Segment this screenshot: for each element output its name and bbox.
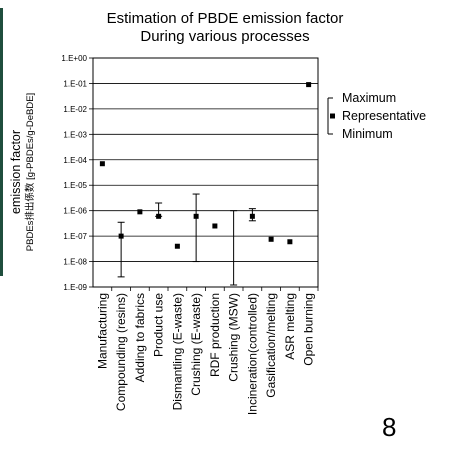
- y-tick-label: 1.E-06: [63, 207, 87, 216]
- x-axis: Manufacturing Compounding (resins) Adding …: [95, 287, 319, 415]
- representative-point: [118, 233, 124, 239]
- x-tick-label: Compounding (resins): [114, 293, 128, 411]
- representative-point: [156, 213, 162, 219]
- representative-point: [137, 209, 143, 215]
- x-tick-label: ASR melting: [283, 293, 297, 360]
- representative-point: [193, 213, 199, 219]
- y-axis-sublabel: PBDEs排出係数 [g-PBDEs/g-DeBDE]: [24, 93, 36, 251]
- representative-point: [268, 236, 274, 242]
- y-tick-label: 1.E+00: [61, 54, 87, 63]
- x-tick-label: Adding to fabrics: [133, 293, 147, 382]
- representative-point: [249, 213, 255, 219]
- x-tick-label: Open burning: [302, 293, 316, 366]
- y-tick-label: 1.E-04: [63, 156, 87, 165]
- representative-point: [306, 82, 312, 88]
- representative-point: [99, 161, 105, 167]
- grid: [93, 57, 318, 288]
- y-tick-label: 1.E-09: [63, 283, 87, 292]
- representative-point: [174, 243, 180, 249]
- plot-frame: [92, 57, 319, 288]
- representative-point: [212, 223, 218, 229]
- chart-title-line1: Estimation of PBDE emission factor: [106, 10, 344, 27]
- x-tick-label: Gasification/melting: [264, 293, 278, 398]
- x-tick-label: RDF production: [208, 293, 222, 377]
- y-axis: 1.E-09 1.E-08 1.E-07 1.E-06 1.E-05 1.E-04 1.E-…: [61, 54, 93, 292]
- data-points: [99, 82, 312, 249]
- x-tick-label: Incineration(controlled): [245, 293, 259, 415]
- legend-rep-marker: [330, 113, 335, 119]
- x-tick-label: Manufacturing: [95, 293, 109, 369]
- chart-title-line2: During various processes: [140, 28, 310, 45]
- x-tick-label: Crushing (MSW): [227, 293, 241, 382]
- legend-label: Minimum: [342, 127, 393, 141]
- x-tick-label: Product use: [152, 293, 166, 357]
- legend-label: Maximum: [342, 91, 396, 105]
- y-tick-label: 1.E-07: [63, 232, 87, 241]
- y-tick-label: 1.E-05: [63, 181, 87, 190]
- representative-point: [287, 239, 293, 245]
- y-tick-label: 1.E-03: [63, 130, 87, 139]
- y-tick-label: 1.E-01: [63, 79, 87, 88]
- y-tick-label: 1.E-08: [63, 258, 87, 267]
- page-number: 8: [382, 412, 397, 442]
- legend: Maximum Representative Minimum: [327, 91, 426, 141]
- y-axis-label: emission factor: [9, 130, 23, 214]
- y-tick-label: 1.E-02: [63, 105, 87, 114]
- legend-label: Representative: [342, 109, 426, 123]
- x-tick-label: Dismantling (E-waste): [170, 293, 184, 410]
- left-accent-bar: [0, 8, 3, 276]
- x-tick-label: Crushing (E-waste): [189, 293, 203, 396]
- error-bars: [117, 193, 256, 286]
